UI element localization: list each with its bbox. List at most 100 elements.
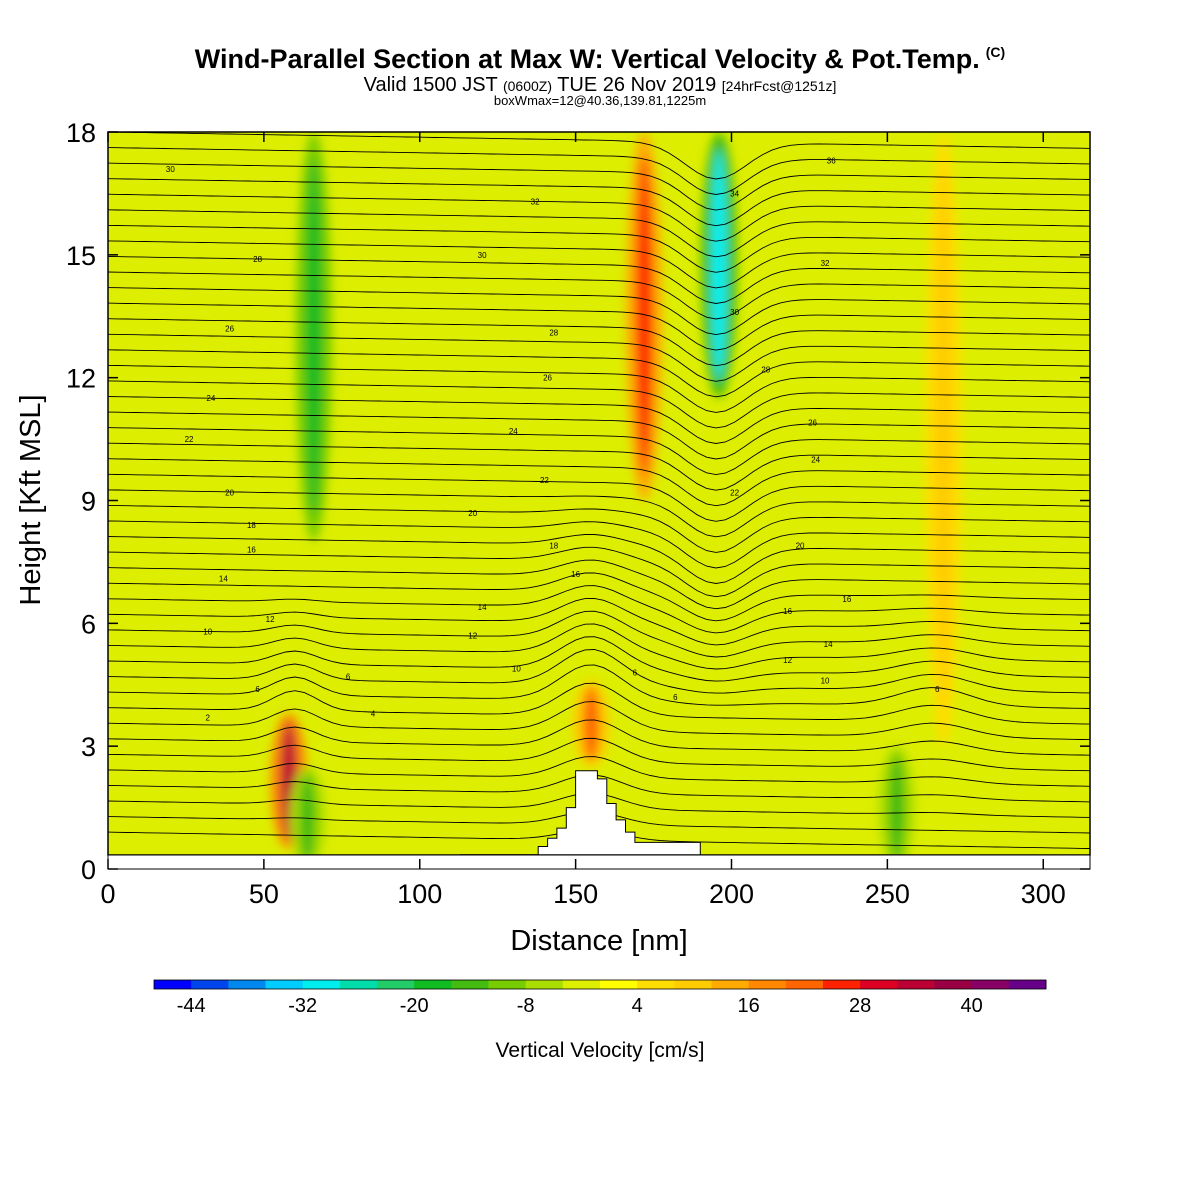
- contour-label-40: 32: [531, 198, 540, 207]
- contour-label-20: 18: [247, 521, 256, 530]
- contour-labels: 2 466 666101010121212141414161616161818202…: [166, 157, 940, 723]
- colorbar-swatch-1: [191, 980, 229, 989]
- theta-contour-23: [108, 473, 1090, 522]
- theta-contour-44: [108, 147, 1090, 195]
- contour-label-26: 22: [540, 476, 549, 485]
- colorbar-tick-0: -44: [177, 995, 206, 1017]
- theta-contour-27: [108, 411, 1090, 460]
- theta-contour-40: [108, 209, 1090, 258]
- x-tick-label-4: 200: [709, 879, 754, 909]
- contour-label-42: 34: [730, 189, 739, 198]
- colorbar-swatch-2: [228, 980, 266, 989]
- chart-title: Wind-Parallel Section at Max W: Vertical…: [0, 44, 1200, 75]
- colorbar-swatch-7: [414, 980, 452, 989]
- contour-label-36: 28: [761, 365, 770, 374]
- theta-contour-29: [108, 380, 1090, 429]
- theta-contour-7: [108, 701, 1090, 741]
- colorbar-swatch-6: [377, 980, 415, 989]
- contour-label-34: 28: [253, 255, 262, 264]
- colorbar: -44 -32 -20 -8 4 16 28 40: [153, 979, 1047, 1017]
- colorbar-swatch-21: [934, 980, 973, 989]
- theta-contour-8: [108, 682, 1090, 725]
- theta-contour-11: [108, 636, 1090, 682]
- contour-label-8: 10: [512, 664, 521, 673]
- y-tick-label-6: 18: [66, 118, 96, 148]
- velocity-core-7: [935, 172, 952, 707]
- colorbar-swatch-13: [637, 980, 675, 989]
- contour-label-38: 30: [478, 251, 487, 260]
- theta-contour-14: [108, 597, 1090, 646]
- theta-contour-28: [108, 396, 1090, 444]
- y-tick-label-0: 0: [81, 855, 96, 885]
- theta-contour-16: [108, 572, 1090, 622]
- colorbar-swatch-19: [860, 980, 898, 989]
- theta-contour-39: [108, 224, 1090, 273]
- theta-contour-22: [108, 489, 1090, 538]
- contour-label-32: 26: [543, 374, 552, 383]
- theta-contour-35: [108, 287, 1090, 336]
- theta-contour-37: [108, 256, 1090, 304]
- theta-contour-4: [108, 756, 1090, 787]
- y-tick-label-5: 15: [66, 241, 96, 271]
- valid-utc: (0600Z): [502, 78, 553, 94]
- contour-label-11: 12: [468, 632, 477, 641]
- colorbar-swatch-10: [525, 980, 564, 989]
- contour-label-9: 10: [821, 677, 830, 686]
- contour-label-21: 18: [549, 542, 558, 551]
- theta-contour-10: [108, 649, 1090, 694]
- theta-contour-15: [108, 585, 1090, 634]
- theta-contour-17: [108, 559, 1090, 610]
- theta-contour-31: [108, 349, 1090, 398]
- colorbar-tick-6: 28: [849, 995, 871, 1017]
- theta-contour-34: [108, 302, 1090, 351]
- x-axis-label: Distance [nm]: [510, 925, 687, 957]
- vertical-velocity-field: [108, 132, 1090, 855]
- contour-label-0: 2: [206, 714, 211, 723]
- chart-title-text: Wind-Parallel Section at Max W: Vertical…: [194, 44, 980, 74]
- contour-label-24: 20: [796, 542, 805, 551]
- potential-temperature-contours: [108, 132, 1090, 849]
- colorbar-swatch-23: [1008, 980, 1047, 989]
- theta-contour-9: [108, 664, 1090, 709]
- theta-contour-12: [108, 623, 1090, 670]
- contour-label-15: 14: [824, 640, 833, 649]
- x-tick-label-3: 150: [553, 879, 598, 909]
- terrain: [459, 770, 701, 855]
- velocity-core-1: [299, 773, 316, 855]
- theta-contour-6: [108, 719, 1090, 756]
- y-tick-label-3: 9: [81, 487, 96, 517]
- x-tick-label-1: 50: [249, 879, 279, 909]
- colorbar-swatch-22: [971, 980, 1010, 989]
- colorbar-swatch-11: [562, 980, 601, 989]
- theta-contour-45: [108, 132, 1090, 180]
- colorbar-swatch-14: [674, 980, 712, 989]
- contour-label-16: 16: [247, 546, 256, 555]
- contour-label-31: 26: [225, 325, 234, 334]
- colorbar-tick-5: 16: [738, 995, 760, 1017]
- y-tick-label-2: 6: [81, 609, 96, 639]
- colorbar-frame: [153, 979, 1047, 990]
- contour-label-17: 16: [571, 570, 580, 579]
- theta-contour-41: [108, 193, 1090, 242]
- contour-label-12: 12: [783, 656, 792, 665]
- copyright-mark: (C): [985, 44, 1006, 60]
- contour-label-7: 10: [203, 628, 212, 637]
- contour-label-5: 6: [673, 693, 678, 702]
- theta-contour-32: [108, 333, 1090, 382]
- colorbar-swatch-9: [488, 980, 527, 989]
- valid-prefix: Valid 1500 JST: [363, 74, 498, 96]
- theta-contour-5: [108, 737, 1090, 772]
- colorbar-swatch-15: [711, 980, 750, 989]
- contour-label-25: 22: [185, 435, 194, 444]
- valid-date: TUE 26 Nov 2019: [557, 74, 717, 96]
- y-axis-label: Height [Kft MSL]: [15, 394, 47, 605]
- x-tick-label-5: 250: [865, 879, 910, 909]
- theta-contour-42: [108, 178, 1090, 227]
- colorbar-swatch-0: [154, 980, 192, 989]
- plot-bottom-band: [107, 854, 1091, 870]
- colorbar-tick-3: -8: [517, 995, 535, 1017]
- contour-label-43: 36: [827, 157, 836, 166]
- box-wmax-line: boxWmax=12@40.36,139.81,1225m: [493, 93, 707, 108]
- colorbar-label: Vertical Velocity [cm/s]: [496, 1039, 705, 1062]
